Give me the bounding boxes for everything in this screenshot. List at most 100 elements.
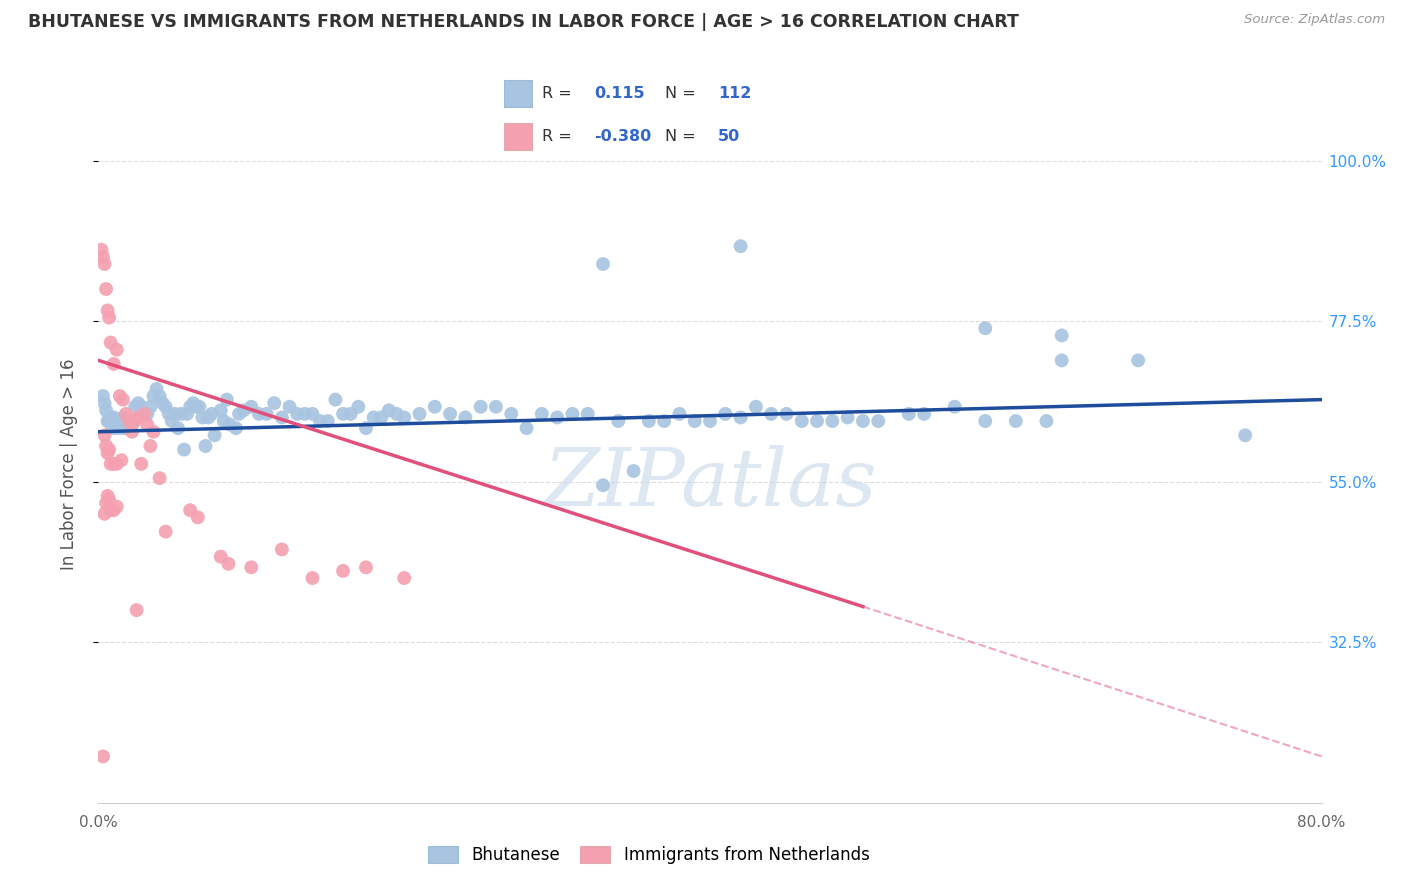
Point xyxy=(806,414,828,428)
Point xyxy=(134,407,156,421)
Point xyxy=(592,257,614,271)
Point xyxy=(530,407,553,421)
Legend: Bhutanese, Immigrants from Netherlands: Bhutanese, Immigrants from Netherlands xyxy=(420,838,877,872)
Point xyxy=(188,400,211,414)
Point xyxy=(623,464,645,478)
Point xyxy=(187,510,209,524)
Point xyxy=(943,400,966,414)
Point xyxy=(1035,414,1057,428)
Point xyxy=(139,439,162,453)
Point xyxy=(516,421,538,435)
Point xyxy=(103,503,125,517)
Text: 112: 112 xyxy=(718,87,751,101)
Point xyxy=(121,425,143,439)
Point xyxy=(278,400,301,414)
Point xyxy=(370,410,392,425)
Point xyxy=(98,492,121,507)
Point xyxy=(301,407,323,421)
Point xyxy=(160,414,183,428)
Point xyxy=(97,303,120,318)
Point xyxy=(546,410,568,425)
Point xyxy=(115,407,138,421)
Point xyxy=(105,421,128,435)
Point xyxy=(125,603,148,617)
Point xyxy=(97,446,120,460)
Text: R =: R = xyxy=(541,87,571,101)
Point xyxy=(1004,414,1026,428)
Point xyxy=(232,403,254,417)
Point xyxy=(136,407,159,421)
Point xyxy=(145,382,167,396)
Point xyxy=(745,400,768,414)
Point xyxy=(852,414,875,428)
Point xyxy=(209,549,232,564)
Bar xyxy=(505,80,533,107)
Point xyxy=(912,407,935,421)
Point xyxy=(121,417,143,432)
Point xyxy=(392,571,416,585)
Point xyxy=(215,392,238,407)
Point xyxy=(730,239,752,253)
Point xyxy=(134,407,156,421)
Point xyxy=(775,407,797,421)
Point xyxy=(212,414,235,428)
Point xyxy=(142,425,165,439)
Point xyxy=(155,524,177,539)
Point xyxy=(576,407,599,421)
Point xyxy=(197,410,219,425)
Point xyxy=(173,442,195,457)
Point xyxy=(200,407,222,421)
Point xyxy=(408,407,430,421)
Point xyxy=(730,410,752,425)
Point xyxy=(240,400,263,414)
Point xyxy=(974,414,997,428)
Text: 0.115: 0.115 xyxy=(595,87,645,101)
Point xyxy=(339,407,361,421)
Point xyxy=(247,407,270,421)
Point xyxy=(194,439,217,453)
Point xyxy=(592,478,614,492)
Point xyxy=(91,389,114,403)
Point xyxy=(105,343,128,357)
Point xyxy=(107,417,129,432)
Point xyxy=(209,403,232,417)
Text: N =: N = xyxy=(665,87,696,101)
Point xyxy=(179,503,201,517)
Point xyxy=(423,400,446,414)
Point xyxy=(186,400,208,414)
Point xyxy=(501,407,523,421)
Point xyxy=(112,421,135,435)
Point xyxy=(103,410,125,425)
Point xyxy=(683,414,706,428)
Point xyxy=(104,417,127,432)
Point xyxy=(94,282,117,296)
Point xyxy=(1050,328,1073,343)
Point xyxy=(561,407,583,421)
Point xyxy=(181,396,204,410)
Point xyxy=(714,407,737,421)
Text: Source: ZipAtlas.com: Source: ZipAtlas.com xyxy=(1244,13,1385,27)
Text: N =: N = xyxy=(665,129,696,144)
Point xyxy=(790,414,813,428)
Point xyxy=(454,410,477,425)
Point xyxy=(124,414,146,428)
Point xyxy=(98,310,121,325)
Point xyxy=(98,442,121,457)
Point xyxy=(485,400,508,414)
Point xyxy=(204,428,226,442)
Point xyxy=(111,392,134,407)
Point xyxy=(100,410,122,425)
Point xyxy=(97,489,120,503)
Point xyxy=(93,507,115,521)
Point xyxy=(129,400,152,414)
Point xyxy=(170,407,193,421)
Point xyxy=(347,400,370,414)
Point xyxy=(91,250,114,264)
Point xyxy=(309,414,332,428)
Point xyxy=(152,396,174,410)
Point xyxy=(354,421,377,435)
Point xyxy=(228,407,250,421)
Point xyxy=(219,417,242,432)
Point xyxy=(149,471,172,485)
Point xyxy=(668,407,690,421)
